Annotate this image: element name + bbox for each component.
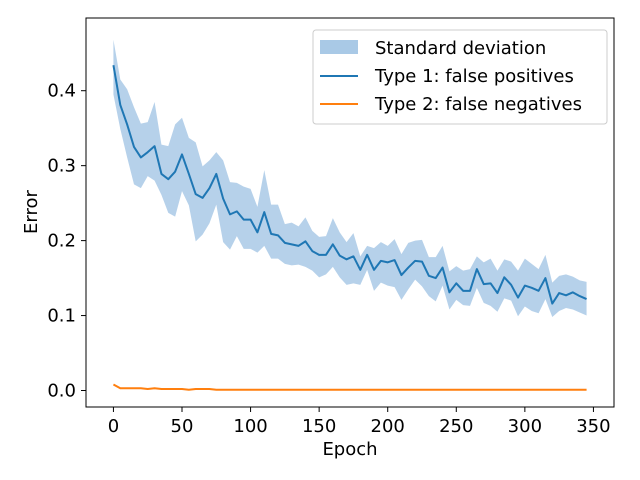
- legend: Standard deviation Type 1: false positiv…: [312, 29, 608, 125]
- legend-type2-label: Type 2: false negatives: [374, 94, 582, 115]
- plot-area: [112, 39, 587, 391]
- axes-frame: [85, 17, 615, 408]
- legend-frame: [312, 29, 608, 125]
- x-tick-label: 0: [108, 416, 119, 437]
- y-tick-label: 0.0: [47, 381, 76, 402]
- x-axis: 0 50 100 150 200 250 300 350: [108, 407, 611, 437]
- y-tick-label: 0.3: [47, 156, 76, 177]
- x-tick-label: 250: [439, 416, 473, 437]
- legend-band-label: Standard deviation: [375, 38, 546, 59]
- y-tick-label: 0.4: [47, 81, 76, 102]
- y-tick-label: 0.1: [47, 306, 76, 327]
- series-line-type2: [112, 383, 587, 391]
- y-axis: 0.0 0.1 0.2 0.3 0.4: [47, 81, 86, 402]
- x-axis-label: Epoch: [322, 439, 377, 460]
- legend-type1-label: Type 1: false positives: [374, 66, 574, 87]
- x-tick-label: 350: [576, 416, 610, 437]
- x-tick-label: 150: [302, 416, 336, 437]
- y-axis-label: Error: [21, 189, 42, 233]
- x-tick-label: 300: [508, 416, 542, 437]
- x-tick-label: 100: [233, 416, 267, 437]
- y-tick-label: 0.2: [47, 231, 76, 252]
- series-line-type1: [112, 65, 587, 305]
- x-tick-label: 50: [171, 416, 194, 437]
- legend-band-swatch: [320, 40, 358, 54]
- x-tick-label: 200: [371, 416, 405, 437]
